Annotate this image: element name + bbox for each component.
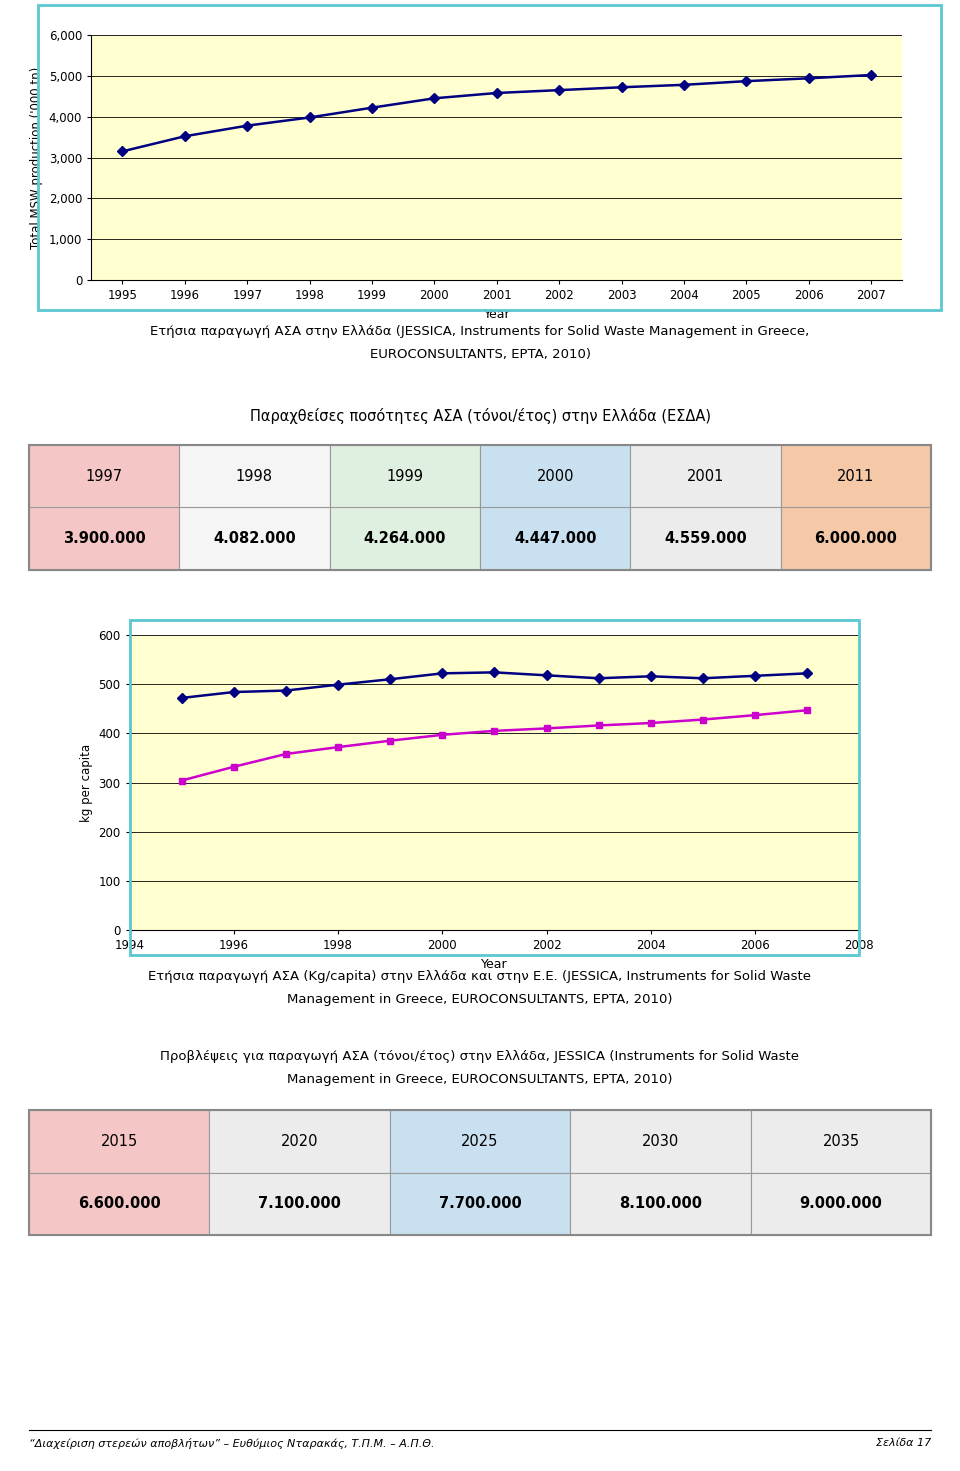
Text: 4.559.000: 4.559.000 (664, 531, 747, 546)
Text: 2011: 2011 (837, 469, 875, 484)
Text: Management in Greece, EUROCONSULTANTS, EPTA, 2010): Management in Greece, EUROCONSULTANTS, E… (287, 993, 673, 1006)
X-axis label: Year: Year (481, 958, 508, 971)
Text: 2000: 2000 (537, 469, 574, 484)
Text: Παραχθείσες ποσότητες ΑΣΑ (τόνοι/έτος) στην Ελλάδα (ΕΣΔΑ): Παραχθείσες ποσότητες ΑΣΑ (τόνοι/έτος) σ… (250, 407, 710, 424)
Text: “Διαχείριση στερεών αποβλήτων” – Ευθύμιος Νταρακάς, Τ.Π.Μ. – Α.Π.Θ.: “Διαχείριση στερεών αποβλήτων” – Ευθύμιο… (29, 1439, 434, 1449)
Text: Ετήσια παραγωγή ΑΣΑ στην Ελλάδα (JESSICA, Instruments for Solid Waste Management: Ετήσια παραγωγή ΑΣΑ στην Ελλάδα (JESSICA… (151, 325, 809, 338)
Text: 3.900.000: 3.900.000 (62, 531, 145, 546)
X-axis label: Year: Year (484, 307, 510, 321)
Text: 1997: 1997 (85, 469, 123, 484)
Y-axis label: Total MSW production ('000 tn): Total MSW production ('000 tn) (31, 66, 43, 249)
Text: Ετήσια παραγωγή ΑΣΑ (Kg/capita) στην Ελλάδα και στην Ε.Ε. (JESSICA, Instruments : Ετήσια παραγωγή ΑΣΑ (Kg/capita) στην Ελλ… (149, 969, 811, 983)
Text: 7.100.000: 7.100.000 (258, 1196, 341, 1211)
Text: 1999: 1999 (386, 469, 423, 484)
Text: 7.700.000: 7.700.000 (439, 1196, 521, 1211)
Text: Management in Greece, EUROCONSULTANTS, EPTA, 2010): Management in Greece, EUROCONSULTANTS, E… (287, 1072, 673, 1086)
Text: 9.000.000: 9.000.000 (800, 1196, 882, 1211)
Text: 2030: 2030 (642, 1134, 679, 1149)
Text: 6.600.000: 6.600.000 (78, 1196, 160, 1211)
Text: 4.264.000: 4.264.000 (364, 531, 446, 546)
Text: Προβλέψεις για παραγωγή ΑΣΑ (τόνοι/έτος) στην Ελλάδα, JESSICA (Instruments for S: Προβλέψεις για παραγωγή ΑΣΑ (τόνοι/έτος)… (160, 1050, 800, 1064)
Text: Σελίδα 17: Σελίδα 17 (876, 1439, 931, 1447)
Text: 2001: 2001 (687, 469, 724, 484)
Text: EUROCONSULTANTS, EPTA, 2010): EUROCONSULTANTS, EPTA, 2010) (370, 349, 590, 360)
Text: 1998: 1998 (236, 469, 273, 484)
Text: 2025: 2025 (462, 1134, 498, 1149)
Text: 4.082.000: 4.082.000 (213, 531, 296, 546)
Text: 2015: 2015 (101, 1134, 137, 1149)
Y-axis label: kg per capita: kg per capita (80, 743, 93, 822)
Text: 2035: 2035 (823, 1134, 859, 1149)
Text: 8.100.000: 8.100.000 (619, 1196, 702, 1211)
Text: 6.000.000: 6.000.000 (815, 531, 898, 546)
Text: 4.447.000: 4.447.000 (514, 531, 596, 546)
Text: 2020: 2020 (280, 1134, 319, 1149)
